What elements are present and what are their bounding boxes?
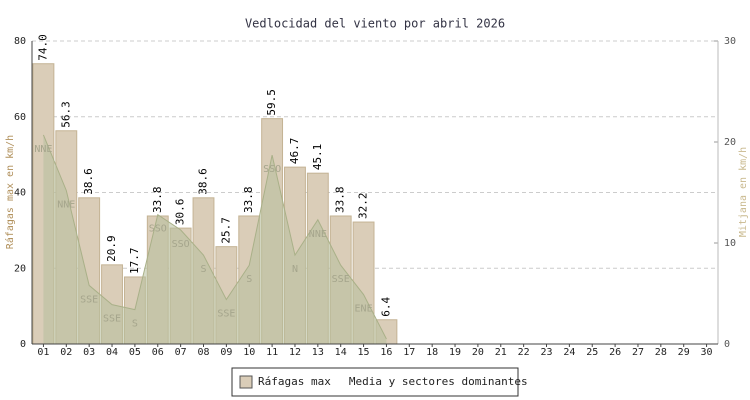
value-label: 59.5	[265, 89, 278, 116]
value-label: 46.7	[288, 138, 301, 165]
value-label: 38.6	[82, 168, 95, 195]
x-tick-label: 01	[37, 347, 49, 358]
area-fill	[43, 134, 387, 344]
value-label: 74.0	[36, 34, 49, 61]
sector-label: NNE	[309, 229, 327, 240]
sector-label: SSO	[149, 224, 167, 235]
x-tick-label: 27	[632, 347, 644, 358]
x-tick-label: 11	[266, 347, 278, 358]
x-tick-label: 20	[472, 347, 484, 358]
sector-label: S	[132, 319, 138, 330]
sector-label: S	[246, 274, 252, 285]
chart-title: Vedlocidad del viento por abril 2026	[245, 17, 505, 31]
value-label: 56.3	[59, 101, 72, 128]
x-tick-label: 21	[495, 347, 507, 358]
x-tick-label: 13	[312, 347, 324, 358]
value-label: 6.4	[379, 297, 392, 317]
x-tick-label: 14	[335, 347, 347, 358]
x-tick-label: 09	[220, 347, 232, 358]
x-tick-label: 16	[380, 347, 392, 358]
x-tick-label: 25	[586, 347, 598, 358]
x-tick-label: 29	[678, 347, 690, 358]
x-tick-label: 02	[60, 347, 72, 358]
x-tick-label: 22	[518, 347, 530, 358]
y2-tick-label: 20	[724, 137, 736, 148]
y2-tick-label: 30	[724, 36, 736, 47]
x-tick-label: 05	[129, 347, 141, 358]
x-tick-label: 28	[655, 347, 667, 358]
value-label: 20.9	[105, 235, 118, 262]
x-tick-label: 10	[243, 347, 255, 358]
x-tick-label: 06	[152, 347, 164, 358]
y-axis-title: Ráfagas max en km/h	[4, 135, 16, 249]
y-tick-label: 60	[14, 112, 26, 123]
sector-label: SSE	[80, 294, 98, 305]
sector-label: NNE	[34, 144, 52, 155]
value-label: 25.7	[219, 217, 232, 244]
sector-label: SSO	[263, 164, 281, 175]
sector-label: ENE	[355, 304, 373, 315]
sector-label: SSE	[217, 309, 235, 320]
legend-label: Ráfagas max	[258, 375, 331, 388]
value-label: 30.6	[174, 199, 187, 226]
x-tick-label: 19	[449, 347, 461, 358]
x-tick-label: 04	[106, 347, 118, 358]
x-tick-label: 17	[403, 347, 415, 358]
value-label: 38.6	[197, 168, 210, 195]
x-tick-label: 03	[83, 347, 95, 358]
x-tick-label: 07	[175, 347, 187, 358]
sector-label: SSO	[172, 239, 190, 250]
value-label: 17.7	[128, 247, 141, 274]
x-tick-label: 30	[701, 347, 713, 358]
legend-label: Media y sectores dominantes	[349, 375, 528, 388]
y2-axis-title: Mitjana en km/h	[738, 147, 749, 237]
value-label: 32.2	[357, 193, 370, 220]
sector-label: SSE	[332, 274, 350, 285]
value-label: 45.1	[311, 144, 324, 171]
y2-tick-label: 10	[724, 238, 736, 249]
legend-box	[231, 367, 519, 397]
sector-label: SSE	[103, 314, 121, 325]
value-label: 33.8	[151, 186, 164, 213]
sector-label: NNE	[57, 199, 75, 210]
x-tick-label: 15	[358, 347, 370, 358]
x-tick-label: 08	[197, 347, 209, 358]
y-tick-label: 0	[20, 339, 26, 350]
value-label: 33.8	[334, 186, 347, 213]
y-tick-label: 80	[14, 36, 26, 47]
x-tick-label: 23	[540, 347, 552, 358]
x-tick-label: 12	[289, 347, 301, 358]
area-line	[42, 134, 387, 340]
x-tick-label: 18	[426, 347, 438, 358]
y-tick-label: 40	[14, 188, 26, 199]
x-tick-label: 24	[563, 347, 575, 358]
sector-label: S	[200, 264, 206, 275]
y-tick-label: 20	[14, 263, 26, 274]
y2-tick-label: 0	[724, 339, 730, 350]
sector-label: N	[292, 264, 298, 275]
x-tick-label: 26	[609, 347, 621, 358]
legend-swatch	[239, 375, 253, 389]
value-label: 33.8	[242, 186, 255, 213]
